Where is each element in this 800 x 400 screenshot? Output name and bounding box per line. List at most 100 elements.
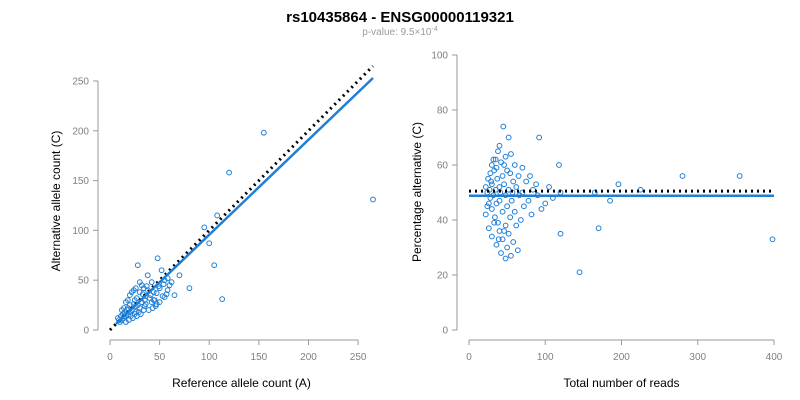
- data-point: [510, 239, 517, 245]
- data-point: [164, 287, 171, 294]
- data-point: [485, 175, 491, 182]
- data-point: [546, 184, 552, 190]
- data-point: [538, 206, 545, 212]
- y-tick-label: 200: [72, 126, 89, 137]
- x-tick-label: 200: [300, 352, 317, 363]
- data-point: [511, 208, 518, 215]
- data-point: [141, 303, 148, 309]
- x-tick-label: 50: [154, 352, 166, 363]
- data-point: [485, 225, 492, 232]
- data-point: [500, 123, 507, 130]
- data-point: [186, 285, 193, 292]
- y-tick-label: 80: [437, 106, 449, 117]
- data-point: [542, 200, 549, 207]
- data-point: [769, 236, 776, 243]
- data-point: [502, 255, 509, 262]
- data-point: [133, 295, 140, 302]
- y-tick-label: 100: [431, 51, 448, 62]
- data-point: [166, 282, 173, 289]
- data-point: [171, 292, 178, 299]
- data-point: [501, 181, 507, 188]
- data-point: [132, 285, 139, 292]
- data-point: [615, 181, 622, 188]
- data-point: [163, 291, 170, 298]
- data-point: [499, 208, 506, 215]
- data-point: [499, 173, 506, 179]
- data-point: [488, 233, 495, 240]
- x-tick-label: 300: [689, 352, 706, 363]
- x-tick-label: 100: [201, 352, 218, 363]
- data-point: [214, 212, 221, 219]
- data-point: [488, 162, 495, 168]
- pvalue-exponent: -4: [431, 26, 437, 33]
- data-point: [149, 305, 156, 311]
- x-tick-label: 100: [537, 352, 554, 363]
- data-point: [493, 164, 500, 171]
- data-point: [514, 247, 521, 254]
- data-point: [505, 230, 512, 237]
- data-point: [511, 162, 518, 168]
- data-point: [219, 296, 226, 303]
- x-tick-label: 150: [251, 352, 268, 363]
- data-point: [517, 217, 524, 223]
- data-point: [124, 305, 131, 311]
- x-tick-label: 0: [107, 352, 113, 363]
- data-point: [211, 262, 218, 269]
- data-point: [507, 170, 514, 177]
- data-point: [513, 222, 520, 229]
- y-tick-label: 100: [72, 226, 89, 237]
- data-point: [521, 203, 527, 210]
- data-point: [498, 159, 504, 166]
- data-point: [508, 197, 515, 204]
- data-point: [513, 184, 520, 190]
- data-point: [488, 178, 495, 185]
- data-point: [679, 173, 686, 179]
- x-tick-label: 400: [766, 352, 783, 363]
- x-axis-label: Reference allele count (A): [172, 376, 311, 390]
- data-point: [504, 203, 511, 210]
- data-point: [154, 255, 161, 262]
- data-point: [487, 170, 494, 177]
- data-point: [153, 301, 160, 308]
- allele-count-plot: 0 50 100 150 200 250 0 50 100 150 200 250 Reference …: [49, 64, 376, 390]
- data-point: [493, 241, 500, 248]
- x-tick-label: 250: [350, 352, 367, 363]
- data-point: [137, 311, 144, 317]
- data-point: [508, 151, 514, 157]
- data-point: [502, 222, 509, 229]
- data-point: [150, 289, 157, 296]
- data-point: [140, 285, 147, 292]
- expected-line: [108, 64, 375, 332]
- data-point: [557, 230, 564, 237]
- data-point: [527, 173, 533, 179]
- y-tick-label: 40: [437, 216, 449, 227]
- data-point: [495, 219, 501, 226]
- data-point: [505, 134, 512, 141]
- data-point: [491, 219, 498, 226]
- data-point: [148, 279, 155, 286]
- data-point: [492, 156, 499, 163]
- data-point: [515, 173, 522, 179]
- data-point: [370, 196, 376, 203]
- data-point: [176, 272, 183, 279]
- data-point: [260, 129, 267, 136]
- data-point: [128, 289, 135, 296]
- data-point: [504, 244, 511, 251]
- y-tick-label: 50: [78, 276, 90, 287]
- data-point: [501, 162, 507, 168]
- y-axis-label: Percentage alternative (C): [410, 122, 424, 262]
- data-point: [736, 173, 743, 179]
- data-point: [501, 228, 507, 234]
- data-point: [502, 153, 509, 160]
- data-point: [498, 250, 504, 256]
- y-tick-label: 150: [72, 176, 89, 187]
- data-point: [136, 279, 143, 286]
- data-point: [495, 236, 502, 243]
- data-point: [528, 211, 535, 218]
- data-point: [496, 142, 503, 149]
- data-point: [488, 181, 495, 188]
- data-point: [508, 252, 514, 259]
- data-point: [226, 169, 232, 176]
- x-tick-label: 200: [613, 352, 630, 363]
